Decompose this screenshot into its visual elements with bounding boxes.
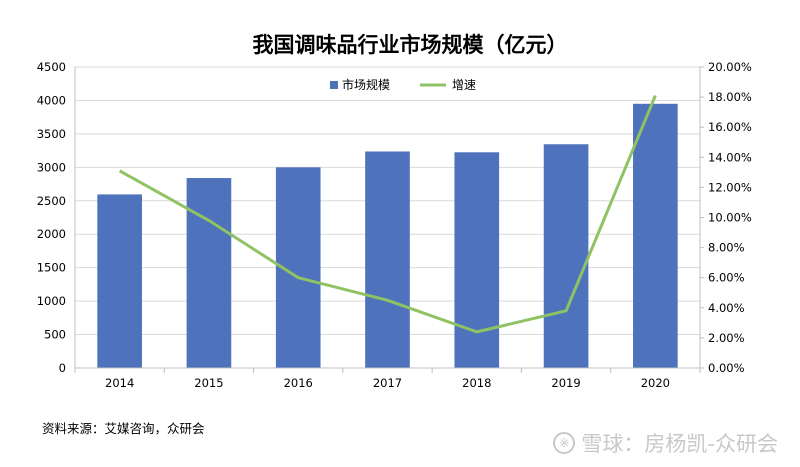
x-tick-label: 2017	[373, 376, 402, 390]
legend-label-bar: 市场规模	[342, 77, 390, 92]
y-tick-label: 3000	[37, 160, 66, 174]
y-tick-label: 1500	[37, 261, 66, 275]
y-tick-label: 500	[44, 328, 66, 342]
y-tick-label: 4000	[37, 93, 66, 107]
bar	[365, 151, 410, 368]
x-tick-label: 2018	[462, 376, 491, 390]
y2-tick-label: 16.00%	[708, 120, 752, 134]
chart-title: 我国调味品行业市场规模（亿元）	[253, 33, 568, 57]
watermark: ※ 雪球：房杨凯-众研会	[553, 428, 778, 458]
y-tick-label: 1000	[37, 294, 66, 308]
y2-tick-label: 14.00%	[708, 150, 752, 164]
y2-tick-label: 6.00%	[708, 271, 745, 285]
legend-label-line: 增速	[452, 78, 476, 92]
y2-tick-label: 12.00%	[708, 180, 752, 194]
legend-swatch-bar	[330, 81, 338, 89]
y2-tick-label: 4.00%	[708, 301, 745, 315]
y-tick-label: 0	[59, 361, 66, 375]
bar	[97, 194, 142, 368]
y-tick-label: 4500	[37, 60, 66, 74]
axes: 0 500 1000 1500 2000 2500 3000 3500 4000 4500 0.00…	[37, 60, 752, 390]
bar	[454, 152, 500, 368]
line-series	[118, 95, 657, 334]
bar	[186, 178, 232, 368]
x-tick-label: 2016	[284, 376, 313, 390]
y2-tick-label: 0.00%	[708, 361, 745, 375]
x-tick-label: 2019	[551, 376, 580, 390]
y2-tick-label: 2.00%	[708, 331, 745, 345]
x-tick-label: 2020	[641, 376, 670, 390]
bar	[543, 144, 589, 368]
y2-tick-label: 20.00%	[708, 60, 752, 74]
y-tick-label: 3500	[37, 127, 66, 141]
y-tick-label: 2000	[37, 227, 66, 241]
y2-tick-label: 10.00%	[708, 211, 752, 225]
y-tick-label: 2500	[37, 194, 66, 208]
y2-tick-label: 18.00%	[708, 90, 752, 104]
watermark-text: 雪球：房杨凯-众研会	[581, 432, 778, 456]
source-note: 资料来源：艾媒咨询，众研会	[42, 421, 205, 436]
bar	[633, 103, 678, 369]
bar-series	[97, 103, 678, 369]
legend: 市场规模 增速	[330, 77, 476, 92]
growth-line	[118, 95, 657, 334]
x-tick-label: 2014	[105, 376, 134, 390]
x-tick-label: 2015	[194, 376, 223, 390]
y2-tick-label: 8.00%	[708, 241, 745, 255]
snowball-logo-icon: ※	[553, 432, 576, 454]
